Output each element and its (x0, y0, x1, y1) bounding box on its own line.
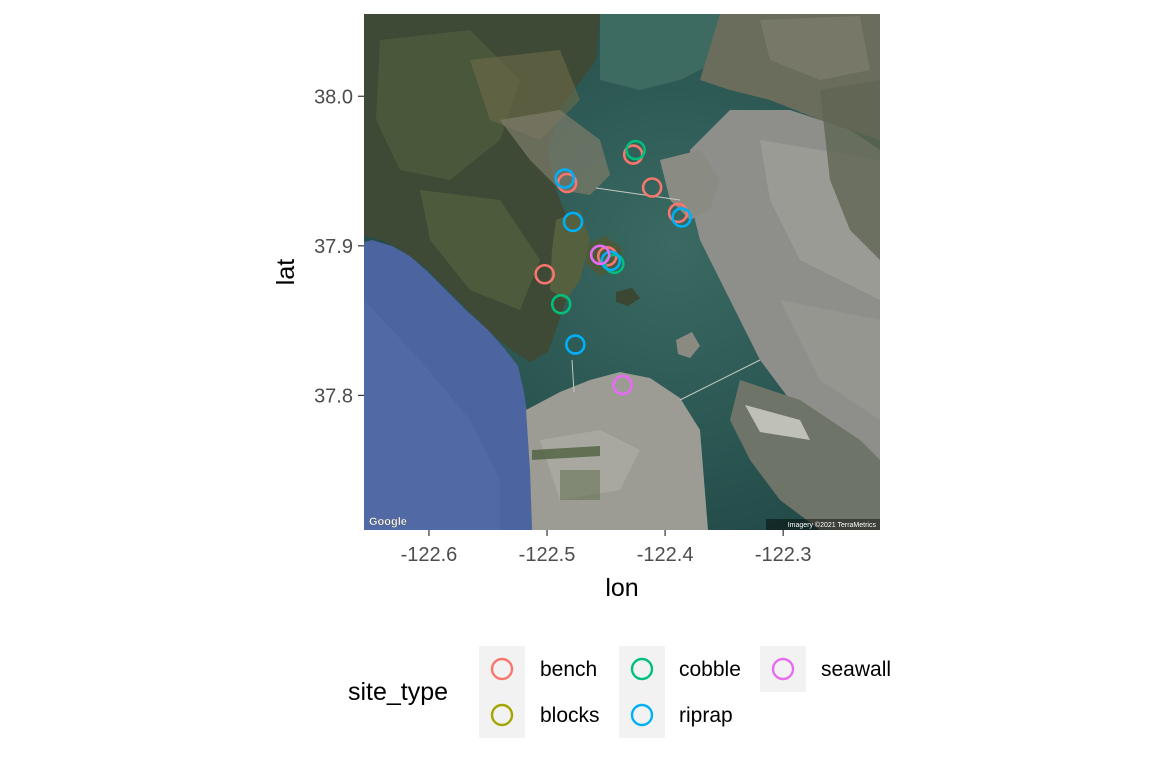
y-tick-label: 37.8 (314, 385, 353, 407)
legend-key-bench[interactable] (479, 646, 525, 692)
site-point-bench[interactable] (534, 263, 555, 285)
legend-label-blocks: blocks (540, 704, 600, 727)
y-axis-title: lat (272, 259, 300, 285)
map-credits: Google Imagery ©2021 TerraMetrics (369, 516, 877, 529)
legend-key-seawall[interactable] (760, 646, 806, 692)
y-axis: 37.8 37.9 38.0 (314, 86, 364, 407)
legend-key-cobble[interactable] (619, 646, 665, 692)
legend-label-seawall: seawall (821, 658, 892, 681)
imagery-attribution: Imagery ©2021 TerraMetrics (788, 521, 877, 529)
site-point-riprap[interactable] (554, 168, 576, 189)
site-point-riprap[interactable] (671, 207, 692, 228)
y-tick-label: 37.9 (314, 236, 353, 258)
legend-marker-bench (490, 657, 514, 681)
site-point-riprap[interactable] (565, 334, 586, 355)
site-point-bench[interactable] (667, 202, 689, 224)
legend-key-riprap[interactable] (619, 692, 665, 738)
legend-key-blocks[interactable] (479, 692, 525, 738)
site-point-cobble[interactable] (625, 139, 646, 161)
google-logo: Google (369, 516, 407, 528)
legend-marker-blocks (490, 703, 514, 727)
site-point-seawall[interactable] (612, 374, 633, 396)
site-point-seawall[interactable] (589, 244, 611, 266)
x-axis-title: lon (605, 574, 638, 602)
satellite-basemap (364, 14, 880, 530)
x-axis: -122.6 -122.5 -122.4 -122.3 (401, 530, 812, 566)
x-tick-label: -122.4 (637, 544, 694, 566)
map-panel[interactable]: Google Imagery ©2021 TerraMetrics -122.6… (0, 0, 1152, 640)
legend-label-riprap: riprap (679, 704, 733, 727)
site-point-riprap[interactable] (600, 250, 622, 272)
legend-marker-riprap (630, 703, 654, 727)
x-tick-label: -122.5 (519, 544, 576, 566)
x-tick-label: -122.3 (755, 544, 812, 566)
legend-label-cobble: cobble (679, 658, 741, 681)
site-point-cobble[interactable] (550, 293, 572, 315)
legend-title: site_type (348, 678, 449, 706)
site-point-riprap[interactable] (562, 211, 584, 233)
legend-marker-cobble (630, 657, 654, 681)
site-point-cobble[interactable] (604, 253, 625, 275)
site-point-bench[interactable] (641, 177, 663, 198)
legend-label-bench: bench (540, 658, 598, 681)
x-tick-label: -122.6 (401, 544, 458, 566)
y-tick-label: 38.0 (314, 86, 353, 108)
site-points-layer (534, 139, 692, 396)
legend-marker-seawall (771, 657, 795, 681)
